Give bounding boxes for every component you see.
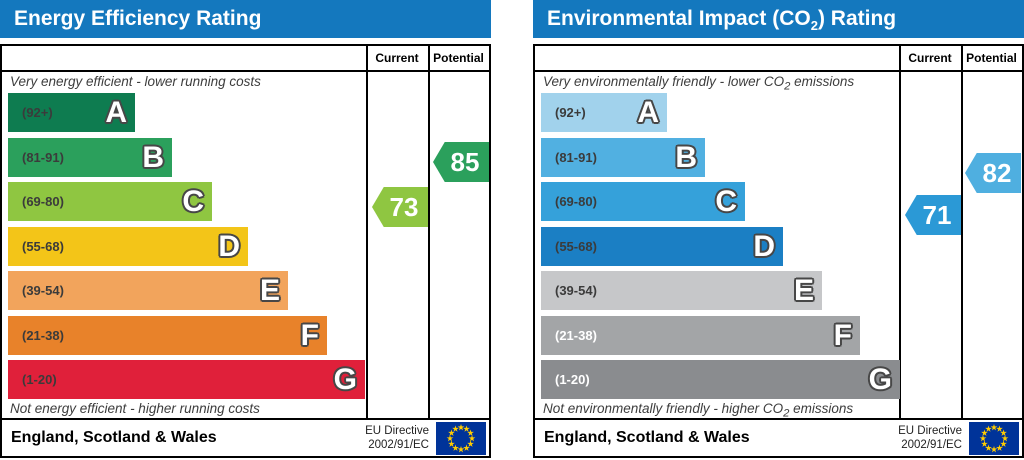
band-letter: B <box>675 141 697 174</box>
footer-divider <box>535 418 1022 420</box>
caption-subscript: 2 <box>784 80 791 93</box>
current-rating-arrow: 73 <box>372 187 428 227</box>
band-letter: E <box>793 274 814 307</box>
band-b: (81-91) B <box>8 138 172 177</box>
caption-suffix: emissions <box>789 401 854 416</box>
band-letter: A <box>105 96 127 129</box>
band-g: (1-20) G <box>541 360 900 399</box>
band-letter: G <box>333 363 357 396</box>
band-c: (69-80) C <box>541 182 745 221</box>
region-label: England, Scotland & Wales <box>544 429 750 446</box>
band-letter: F <box>833 319 852 352</box>
region-label: England, Scotland & Wales <box>11 429 217 446</box>
column-divider <box>366 46 368 418</box>
potential-column-header: Potential <box>966 51 1017 65</box>
bottom-caption: Not environmentally friendly - higher CO… <box>543 401 853 420</box>
eu-directive-line2: 2002/91/EC <box>901 439 962 451</box>
band-range-label: (1-20) <box>22 372 57 387</box>
band-range-label: (69-80) <box>555 194 597 209</box>
column-divider <box>961 46 963 418</box>
eu-directive-line1: EU Directive <box>898 424 962 437</box>
band-letter: C <box>182 185 204 218</box>
band-letter: D <box>218 230 240 263</box>
band-range-label: (55-68) <box>555 239 597 254</box>
potential-rating-value: 85 <box>450 146 480 177</box>
panel-title-suffix: ) Rating <box>817 7 897 30</box>
environmental-rating-table: Current Potential Very environmentally f… <box>533 44 1024 458</box>
current-column-header: Current <box>375 51 419 65</box>
band-range-label: (55-68) <box>22 239 64 254</box>
band-range-label: (21-38) <box>22 328 64 343</box>
band-letter: C <box>715 185 737 218</box>
energy-panel-title: Energy Efficiency Rating <box>0 0 491 38</box>
band-d: (55-68) D <box>8 227 248 266</box>
panel-title-text: Energy Efficiency Rating <box>14 7 262 30</box>
caption-subscript: 2 <box>783 407 790 420</box>
band-e: (39-54) E <box>8 271 288 310</box>
top-caption: Very environmentally friendly - lower CO… <box>543 74 854 93</box>
potential-rating-arrow: 85 <box>433 142 489 182</box>
band-range-label: (21-38) <box>555 328 597 343</box>
band-letter: G <box>868 363 892 396</box>
title-subscript: 2 <box>810 18 818 34</box>
band-range-label: (69-80) <box>22 194 64 209</box>
current-rating-arrow: 71 <box>905 195 961 235</box>
caption-text: Not environmentally friendly - higher CO <box>543 401 784 416</box>
potential-rating-value: 82 <box>982 157 1012 188</box>
band-a: (92+) A <box>541 93 667 132</box>
band-range-label: (92+) <box>22 105 53 120</box>
band-range-label: (81-91) <box>22 150 64 165</box>
eu-directive-line2: 2002/91/EC <box>368 439 429 451</box>
energy-efficiency-panel: Energy Efficiency Rating Current Potenti… <box>0 0 491 460</box>
band-c: (69-80) C <box>8 182 212 221</box>
header-divider <box>2 70 489 72</box>
column-divider <box>428 46 430 418</box>
footer-divider <box>2 418 489 420</box>
band-range-label: (39-54) <box>555 283 597 298</box>
environmental-impact-panel: Environmental Impact (CO2) Rating Curren… <box>533 0 1024 460</box>
potential-rating-arrow: 82 <box>965 153 1021 193</box>
energy-rating-table: Current Potential Very energy efficient … <box>0 44 491 458</box>
caption-suffix: emissions <box>790 74 855 89</box>
current-rating-value: 71 <box>922 199 952 230</box>
band-letter: D <box>753 230 775 263</box>
current-rating-value: 73 <box>389 191 419 222</box>
footer-row: England, Scotland & Wales EU Directive 2… <box>535 420 1022 456</box>
band-letter: F <box>300 319 319 352</box>
band-b: (81-91) B <box>541 138 705 177</box>
bottom-caption: Not energy efficient - higher running co… <box>10 401 260 420</box>
eu-directive-line1: EU Directive <box>365 424 429 437</box>
band-e: (39-54) E <box>541 271 822 310</box>
band-g: (1-20) G <box>8 360 365 399</box>
eu-directive-label: EU Directive 2002/91/EC <box>898 424 962 453</box>
caption-text: Very environmentally friendly - lower CO <box>543 74 785 89</box>
header-divider <box>535 70 1022 72</box>
panel-title-text: Environmental Impact (CO <box>547 7 811 30</box>
eu-flag-icon <box>969 421 1019 455</box>
band-range-label: (1-20) <box>555 372 590 387</box>
band-range-label: (92+) <box>555 105 586 120</box>
band-f: (21-38) F <box>541 316 860 355</box>
eu-flag-icon <box>436 421 486 455</box>
environmental-panel-title: Environmental Impact (CO2) Rating <box>533 0 1024 38</box>
eu-directive-label: EU Directive 2002/91/EC <box>365 424 429 453</box>
caption-text: Not energy efficient - higher running co… <box>10 401 260 416</box>
footer-row: England, Scotland & Wales EU Directive 2… <box>2 420 489 456</box>
band-letter: A <box>637 96 659 129</box>
potential-column-header: Potential <box>433 51 484 65</box>
band-letter: B <box>142 141 164 174</box>
band-f: (21-38) F <box>8 316 327 355</box>
band-range-label: (81-91) <box>555 150 597 165</box>
caption-text: Very energy efficient - lower running co… <box>10 74 261 89</box>
band-a: (92+) A <box>8 93 135 132</box>
band-range-label: (39-54) <box>22 283 64 298</box>
current-column-header: Current <box>908 51 952 65</box>
band-letter: E <box>259 274 280 307</box>
band-d: (55-68) D <box>541 227 783 266</box>
column-divider <box>899 46 901 418</box>
top-caption: Very energy efficient - lower running co… <box>10 74 261 93</box>
